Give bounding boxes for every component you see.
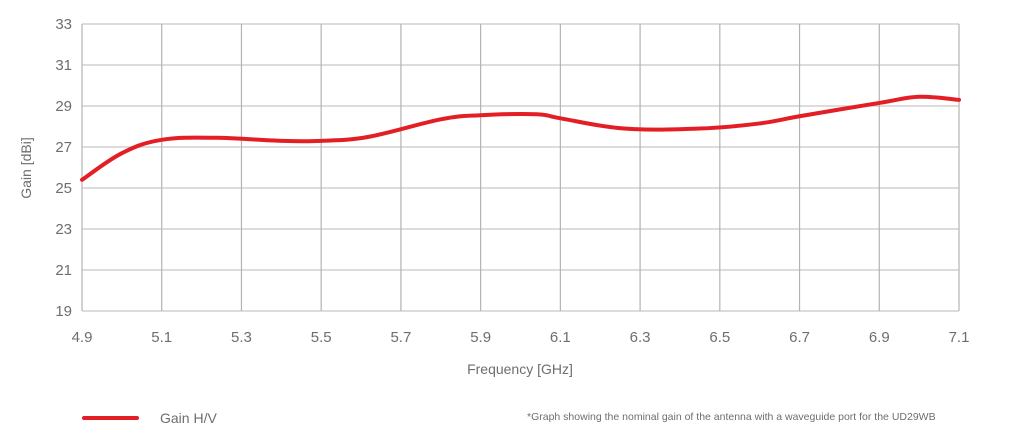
y-tick-label: 29	[55, 98, 72, 115]
x-axis-ticks: 4.9 5.1 5.3 5.5 5.7 5.9 6.1 6.3 6.5 6.7 6.9 7.1	[72, 329, 970, 346]
chart-grid	[81, 23, 960, 312]
legend: Gain H/V	[82, 410, 217, 426]
x-tick-label: 6.7	[789, 329, 810, 346]
legend-line-swatch-icon	[82, 416, 139, 420]
y-tick-label: 31	[55, 57, 72, 74]
gain-hv-line	[80, 94, 961, 182]
x-tick-label: 6.9	[869, 329, 890, 346]
y-tick-label: 25	[55, 180, 72, 197]
x-tick-label: 6.3	[630, 329, 651, 346]
y-tick-label: 21	[55, 262, 72, 279]
x-tick-label: 4.9	[72, 329, 93, 346]
y-axis-ticks: 19 21 23 25 27 29 31 33	[55, 16, 72, 320]
x-tick-label: 6.5	[709, 329, 730, 346]
footnote: *Graph showing the nominal gain of the a…	[527, 411, 936, 423]
x-tick-label: 5.9	[470, 329, 491, 346]
x-tick-label: 7.1	[949, 329, 970, 346]
y-tick-label: 23	[55, 221, 72, 238]
x-tick-label: 5.3	[231, 329, 252, 346]
y-tick-label: 33	[55, 16, 72, 33]
y-axis-label: Gain [dBi]	[18, 137, 34, 198]
x-axis-label: Frequency [GHz]	[467, 361, 573, 377]
legend-label: Gain H/V	[160, 410, 217, 426]
x-tick-label: 5.7	[390, 329, 411, 346]
x-tick-label: 5.1	[151, 329, 172, 346]
x-tick-label: 6.1	[550, 329, 571, 346]
x-tick-label: 5.5	[311, 329, 332, 346]
y-tick-label: 27	[55, 139, 72, 156]
y-tick-label: 19	[55, 303, 72, 320]
